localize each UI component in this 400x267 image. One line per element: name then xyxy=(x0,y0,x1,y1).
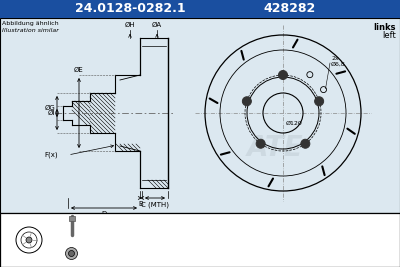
Text: B: B xyxy=(134,227,142,237)
Text: links: links xyxy=(374,23,396,32)
Circle shape xyxy=(242,97,251,106)
Text: ØE: ØE xyxy=(74,67,84,73)
Bar xyxy=(68,216,74,221)
Text: ØI: ØI xyxy=(48,110,55,116)
Text: ØA: ØA xyxy=(152,22,162,28)
Circle shape xyxy=(256,139,265,148)
Text: ØH: ØH xyxy=(125,22,135,28)
Circle shape xyxy=(315,97,324,106)
Bar xyxy=(0,18,400,213)
Text: C (MTH): C (MTH) xyxy=(141,201,169,207)
Text: 26,0: 26,0 xyxy=(162,251,182,260)
Text: 28,0: 28,0 xyxy=(128,251,148,260)
Text: F: F xyxy=(270,227,277,237)
Text: 15,4: 15,4 xyxy=(372,251,392,260)
Text: 428282: 428282 xyxy=(264,2,316,15)
Text: 330,0: 330,0 xyxy=(90,251,115,260)
Bar xyxy=(0,213,400,267)
Text: Illustration similar: Illustration similar xyxy=(2,28,59,33)
Text: B: B xyxy=(139,201,143,207)
Circle shape xyxy=(66,248,78,260)
Text: 130,0: 130,0 xyxy=(230,251,255,260)
Circle shape xyxy=(301,139,310,148)
Text: F(x): F(x) xyxy=(44,152,58,158)
Text: G: G xyxy=(308,227,317,237)
Text: Abbildung ähnlich: Abbildung ähnlich xyxy=(2,21,59,26)
Text: left: left xyxy=(382,31,396,40)
Text: D: D xyxy=(101,211,107,217)
Text: 98,0: 98,0 xyxy=(302,251,322,260)
Circle shape xyxy=(26,237,32,243)
Bar xyxy=(0,0,400,18)
Circle shape xyxy=(278,70,288,80)
Text: Ø6,8: Ø6,8 xyxy=(331,62,346,67)
Bar xyxy=(0,18,400,213)
Text: C: C xyxy=(169,227,176,237)
Text: 2x: 2x xyxy=(331,56,339,61)
Text: 180,0: 180,0 xyxy=(335,251,360,260)
Text: (x): (x) xyxy=(280,230,291,236)
Text: 5: 5 xyxy=(275,251,280,260)
Text: H: H xyxy=(343,227,352,237)
Circle shape xyxy=(68,250,74,257)
Text: Ø120: Ø120 xyxy=(286,121,303,126)
Text: D: D xyxy=(203,227,212,237)
Text: A: A xyxy=(98,227,106,237)
Text: ATE: ATE xyxy=(247,134,303,162)
Text: ØG: ØG xyxy=(44,105,55,111)
Text: 75,0: 75,0 xyxy=(198,251,218,260)
Text: 24.0128-0282.1: 24.0128-0282.1 xyxy=(75,2,185,15)
Text: I: I xyxy=(380,227,384,237)
Text: E: E xyxy=(239,227,246,237)
